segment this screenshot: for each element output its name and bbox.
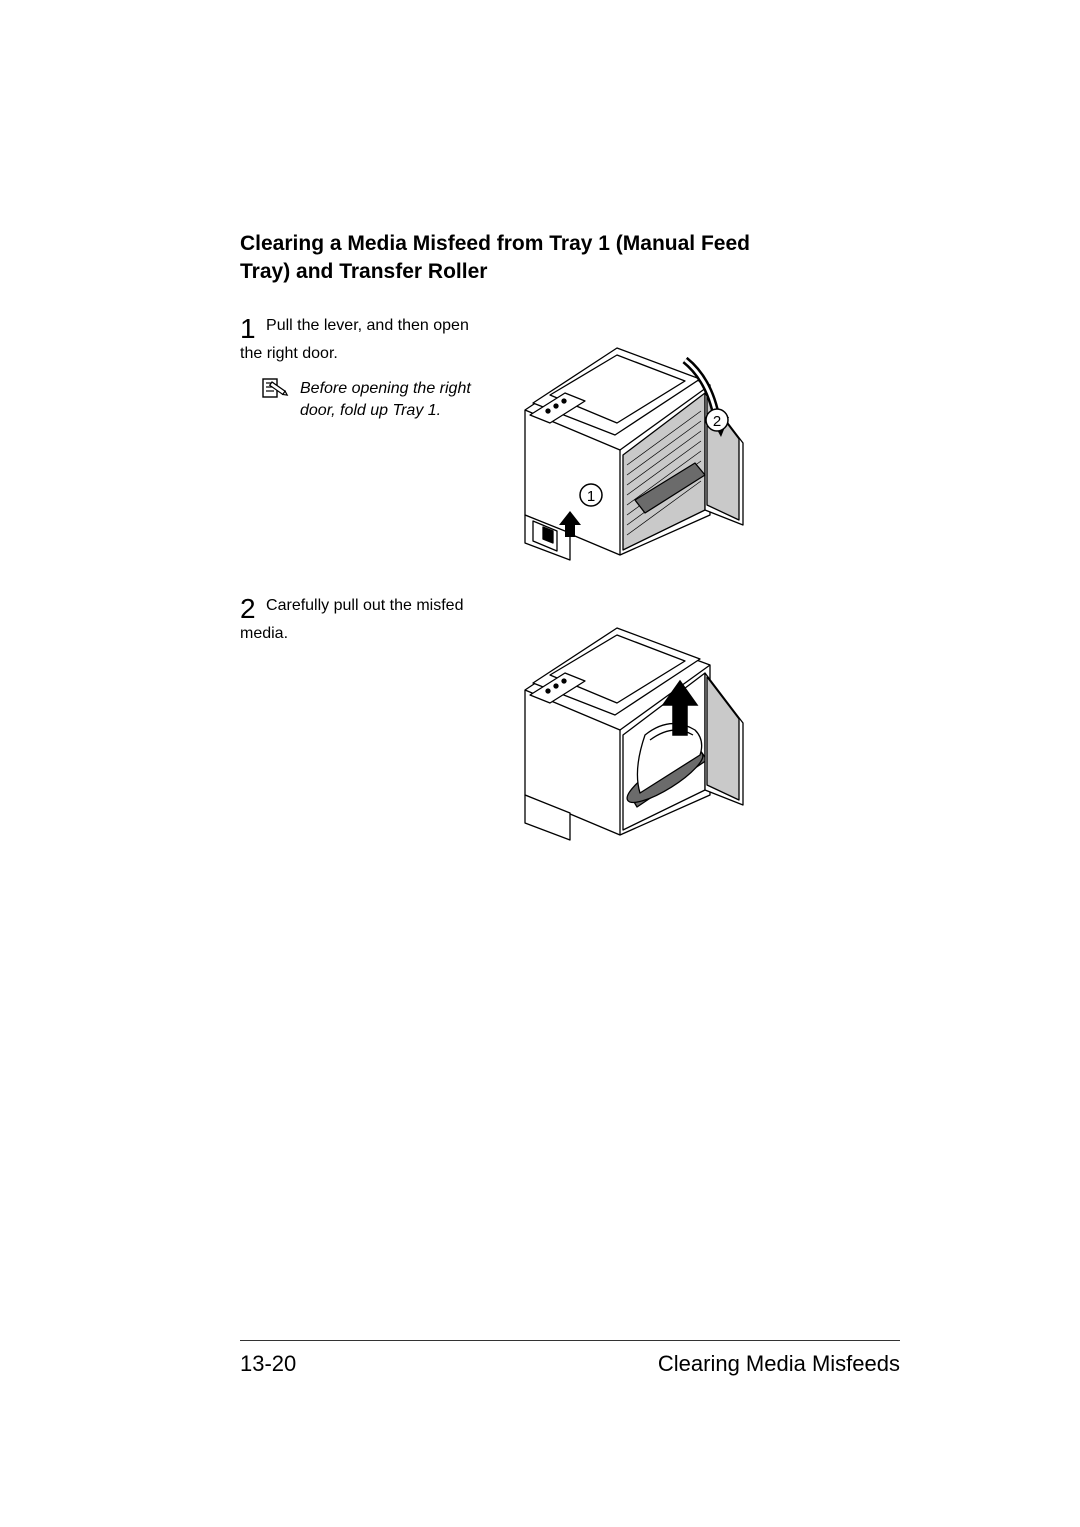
step-1-line: 1 Pull the lever, and then open the righ… bbox=[240, 315, 477, 365]
page-number: 13-20 bbox=[240, 1351, 296, 1377]
step-2-text-column: 2 Carefully pull out the misfed media. bbox=[240, 595, 495, 645]
callout-2: 2 bbox=[706, 409, 728, 431]
manual-page: Clearing a Media Misfeed from Tray 1 (Ma… bbox=[0, 0, 1080, 1527]
step-1-note: Before opening the right door, fold up T… bbox=[262, 378, 477, 421]
footer-rule bbox=[240, 1340, 900, 1341]
step-2-body: Carefully pull out the misfed media. bbox=[240, 597, 463, 642]
step-1-illustration: 1 2 bbox=[495, 315, 745, 565]
document-pencil-icon bbox=[262, 378, 290, 405]
step-1: 1 Pull the lever, and then open the righ… bbox=[240, 315, 900, 565]
section-title: Clearing Media Misfeeds bbox=[658, 1351, 900, 1377]
callout-1: 1 bbox=[580, 484, 602, 506]
step-2-number: 2 bbox=[240, 595, 256, 623]
step-2-line: 2 Carefully pull out the misfed media. bbox=[240, 595, 477, 645]
svg-text:2: 2 bbox=[713, 413, 721, 430]
step-1-number: 1 bbox=[240, 315, 256, 343]
step-1-text-column: 1 Pull the lever, and then open the righ… bbox=[240, 315, 495, 422]
step-2-illustration bbox=[495, 595, 745, 845]
svg-text:1: 1 bbox=[587, 488, 595, 505]
step-1-body: Pull the lever, and then open the right … bbox=[240, 317, 469, 362]
step-2: 2 Carefully pull out the misfed media. bbox=[240, 595, 900, 845]
page-footer: 13-20 Clearing Media Misfeeds bbox=[240, 1340, 900, 1377]
step-1-note-text: Before opening the right door, fold up T… bbox=[300, 378, 477, 421]
footer-row: 13-20 Clearing Media Misfeeds bbox=[240, 1351, 900, 1377]
section-heading: Clearing a Media Misfeed from Tray 1 (Ma… bbox=[240, 230, 780, 287]
